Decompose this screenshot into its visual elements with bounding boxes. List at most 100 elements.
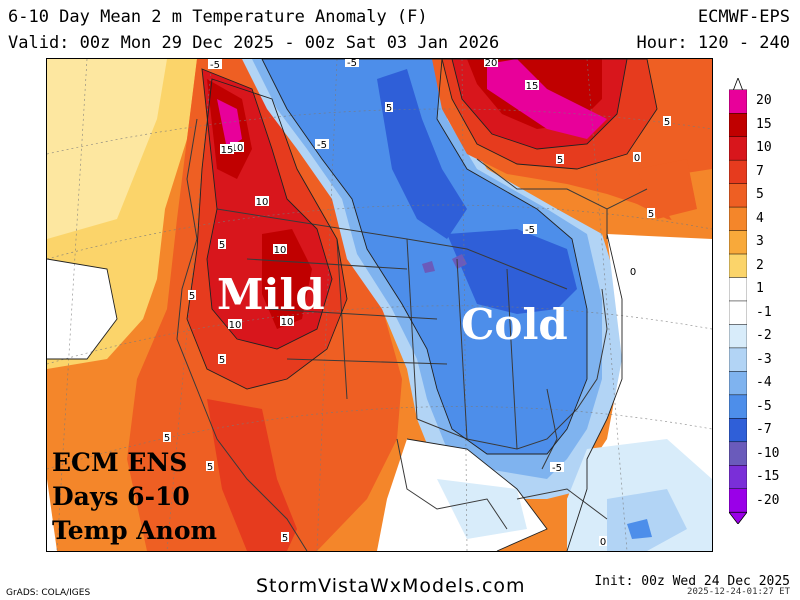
scale-swatch xyxy=(729,277,747,302)
warm-anomaly-label: Mild xyxy=(217,270,325,319)
scale-bottom-arrow xyxy=(729,511,747,524)
scale-tick-label: -7 xyxy=(756,422,772,438)
contour-label: -5 xyxy=(552,463,562,474)
scale-tick-label: -2 xyxy=(756,328,772,344)
init-time: Init: 00z Wed 24 Dec 2025 xyxy=(594,574,790,589)
contour-label-bg xyxy=(550,462,564,472)
scale-swatch xyxy=(729,159,747,184)
contour-label: -5 xyxy=(347,59,357,69)
contour-label: 5 xyxy=(386,103,392,114)
contour-label-bg xyxy=(633,152,641,162)
scale-tick-label: -15 xyxy=(756,469,780,485)
contour-label-bg xyxy=(230,142,244,152)
scale-tick-label: 5 xyxy=(756,187,764,203)
contour-label-bg xyxy=(556,154,564,164)
scale-swatch xyxy=(729,113,747,137)
contour-label: -5 xyxy=(317,140,327,151)
color-scale-bar xyxy=(729,78,747,524)
scale-tick-label: 1 xyxy=(756,281,764,297)
scale-tick-label: 2 xyxy=(756,257,764,273)
scale-tick-label: -4 xyxy=(756,375,772,391)
scale-tick-label: -3 xyxy=(756,351,772,367)
contour-label: 10 xyxy=(274,245,287,256)
contour-label: 5 xyxy=(557,155,563,166)
contour-label: 0 xyxy=(634,153,640,164)
contour-label-bg xyxy=(629,266,637,276)
contour-label-bg xyxy=(208,59,222,69)
contour-label: 0 xyxy=(630,267,636,278)
contour-label-bg xyxy=(599,536,607,546)
timestamp: 2025-12-24-01:27 ET xyxy=(687,587,790,597)
scale-swatch xyxy=(729,253,747,278)
cold-anomaly-label: Cold xyxy=(461,300,568,349)
scale-swatch xyxy=(729,465,747,489)
scale-tick-label: 3 xyxy=(756,234,764,250)
contour-label-bg xyxy=(484,59,498,67)
contour-label-bg xyxy=(163,432,171,442)
contour-label: 15 xyxy=(526,81,539,92)
contour-label-bg xyxy=(220,144,234,154)
contour-label-bg xyxy=(663,116,671,126)
contour-label: 10 xyxy=(231,143,244,154)
scale-tick-label: 4 xyxy=(756,210,764,226)
contour-label-bg xyxy=(315,139,329,149)
contour-label: 5 xyxy=(282,533,288,544)
scale-swatch xyxy=(729,394,747,419)
scale-swatch xyxy=(729,347,747,372)
overlay-line-3: Temp Anom xyxy=(52,516,217,545)
forecast-hours: Hour: 120 - 240 xyxy=(636,33,790,53)
contour-label-bg xyxy=(281,532,289,542)
scale-tick-label: 7 xyxy=(756,163,764,179)
contour-label: 5 xyxy=(664,117,670,128)
contour-label: 5 xyxy=(164,433,170,444)
contour-label-bg xyxy=(188,290,196,300)
scale-tick-label: 15 xyxy=(756,116,772,132)
scale-tick-label: -20 xyxy=(756,492,780,508)
contour-label-bg xyxy=(523,224,537,234)
scale-tick-label: -1 xyxy=(756,304,772,320)
scale-swatch xyxy=(729,324,747,349)
scale-tick-label: 20 xyxy=(756,93,772,109)
scale-swatch xyxy=(729,488,747,513)
scale-tick-label: -5 xyxy=(756,398,772,414)
contour-label-bg xyxy=(280,316,294,326)
scale-tick-label: 10 xyxy=(756,140,772,156)
contour-label: 5 xyxy=(189,291,195,302)
scale-swatch xyxy=(729,371,747,396)
site-credit: StormVistaWxModels.com xyxy=(256,575,526,597)
contour-label-bg xyxy=(385,102,393,112)
scale-swatch xyxy=(729,183,747,208)
contour-label-bg xyxy=(218,239,226,249)
model-name: ECMWF-EPS xyxy=(697,7,790,27)
contour-label: 15 xyxy=(221,145,234,156)
contour-label: 5 xyxy=(648,209,654,220)
contour-label-bg xyxy=(218,354,226,364)
contour-label: 5 xyxy=(219,355,225,366)
contour-label: 20 xyxy=(485,59,498,69)
map-title: 6-10 Day Mean 2 m Temperature Anomaly (F… xyxy=(8,7,428,27)
temperature-anomaly-map: -5 -5 -5 -5 -5 20 15 10 15 10 10 10 10 5 5 5 5 5 5 5 5 5 5 0 0 0 xyxy=(46,58,713,552)
valid-period: Valid: 00z Mon 29 Dec 2025 - 00z Sat 03 … xyxy=(8,33,500,53)
contour-label: 5 xyxy=(207,462,213,473)
contour-label-bg xyxy=(647,208,655,218)
contour-label-bg xyxy=(345,59,359,67)
scale-swatch xyxy=(729,89,747,114)
scale-swatch xyxy=(729,300,747,325)
grads-credit: GrADS: COLA/IGES xyxy=(6,588,91,598)
scale-swatch xyxy=(729,136,747,161)
contour-label: -5 xyxy=(210,60,220,71)
overlay-line-2: Days 6-10 xyxy=(52,482,190,511)
contour-label: 0 xyxy=(600,537,606,548)
overlay-line-1: ECM ENS xyxy=(52,448,188,477)
scale-tick-label: -10 xyxy=(756,445,780,461)
scale-swatch xyxy=(729,230,747,255)
contour-label: 10 xyxy=(281,317,294,328)
contour-label-bg xyxy=(525,80,539,90)
contour-label-bg xyxy=(273,244,287,254)
contour-label-bg xyxy=(255,196,269,206)
contour-label-bg xyxy=(228,319,242,329)
scale-swatch xyxy=(729,206,747,231)
contour-label: -5 xyxy=(525,225,535,236)
anomaly-field xyxy=(47,59,712,551)
